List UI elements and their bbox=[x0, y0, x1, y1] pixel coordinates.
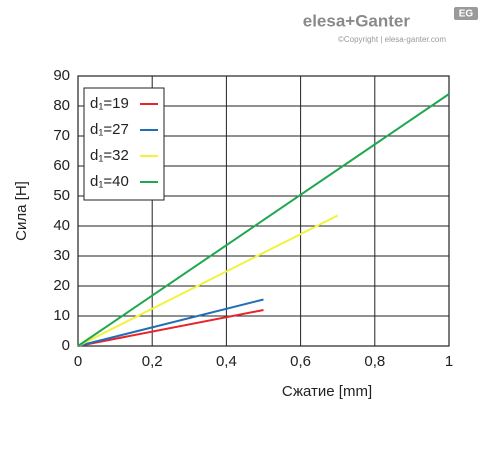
copyright: ©Copyright | elesa-ganter.com bbox=[338, 35, 446, 44]
badge-box bbox=[454, 7, 478, 20]
x-tick-label: 0 bbox=[74, 353, 82, 370]
x-tick-label: 0,6 bbox=[290, 353, 311, 370]
line bbox=[77, 93, 450, 347]
line bbox=[77, 214, 339, 347]
legend-label: d₁=19 bbox=[90, 95, 129, 112]
legend-label: d₁=32 bbox=[90, 147, 129, 164]
x-axis-label: Сжатие [mm] bbox=[282, 383, 372, 400]
brand: elesa+Ganter bbox=[303, 11, 411, 30]
y-tick-label: 90 bbox=[53, 67, 70, 84]
y-tick-label: 0 bbox=[62, 337, 70, 354]
legend-label: d₁=40 bbox=[90, 173, 129, 190]
y-tick-label: 40 bbox=[53, 217, 70, 234]
plot-frame bbox=[77, 75, 450, 347]
y-tick-label: 60 bbox=[53, 157, 70, 174]
y-tick-label: 70 bbox=[53, 127, 70, 144]
x-tick-label: 0,2 bbox=[142, 353, 163, 370]
y-axis-label: Сила [Н] bbox=[13, 181, 30, 241]
badge: EG bbox=[459, 9, 474, 20]
y-tick-label: 80 bbox=[53, 97, 70, 114]
x-tick-label: 1 bbox=[445, 353, 453, 370]
y-tick-label: 50 bbox=[53, 187, 70, 204]
y-tick-label: 20 bbox=[53, 277, 70, 294]
line bbox=[77, 298, 264, 347]
y-tick-label: 10 bbox=[53, 307, 70, 324]
x-tick-label: 0,4 bbox=[216, 353, 237, 370]
y-tick-label: 30 bbox=[53, 247, 70, 264]
x-tick-label: 0,8 bbox=[364, 353, 385, 370]
line bbox=[77, 309, 264, 347]
legend-label: d₁=27 bbox=[90, 121, 129, 138]
